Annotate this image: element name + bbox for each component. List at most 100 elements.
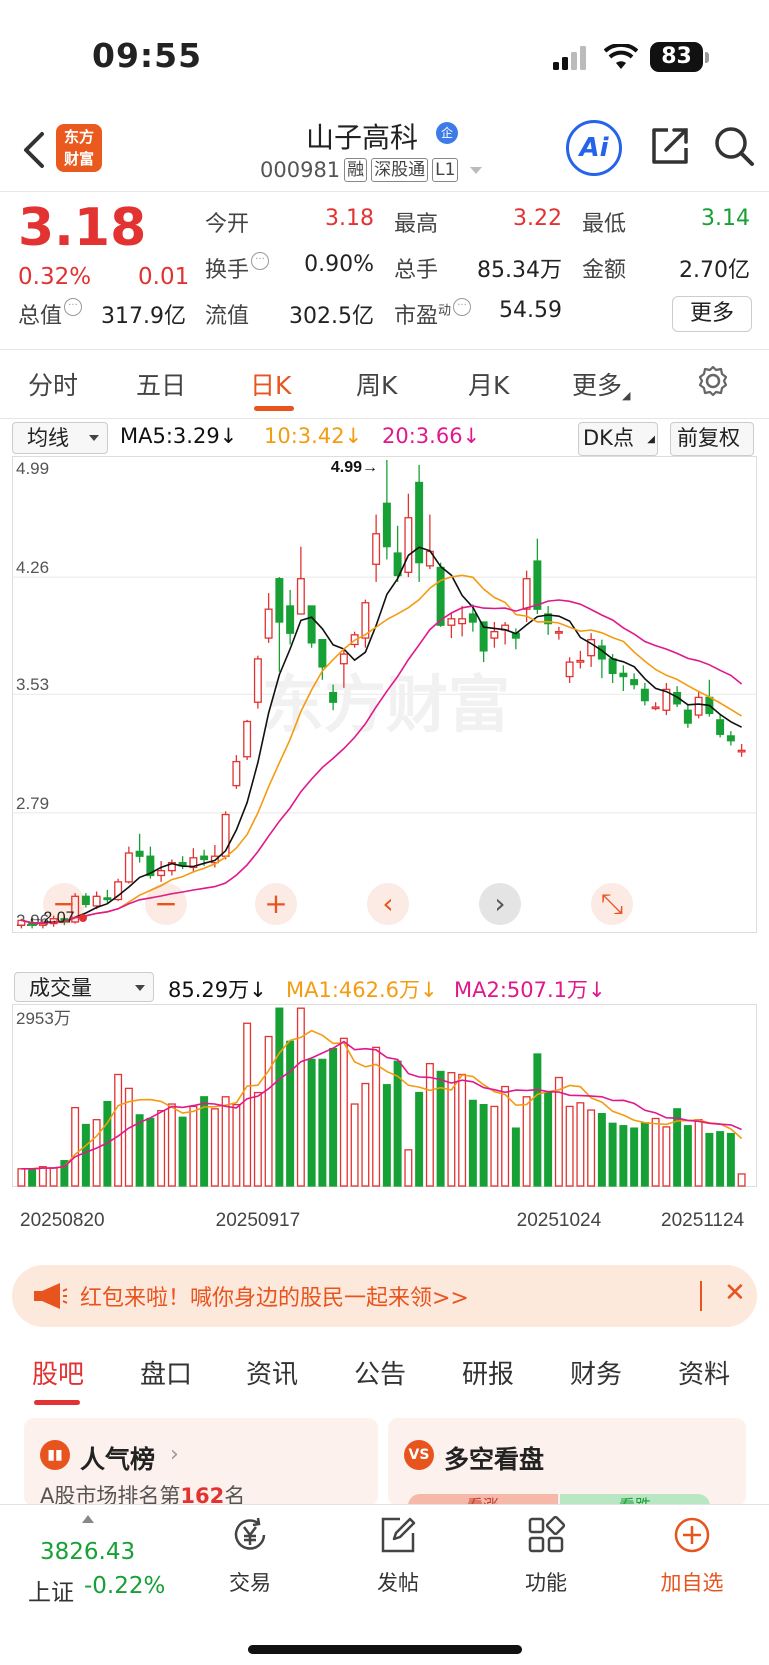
logo-line2: 财富 <box>63 150 94 168</box>
ai-button[interactable]: Ai <box>566 120 622 176</box>
low-label: 最低 <box>582 212 627 237</box>
quote-divider <box>0 349 769 350</box>
scroll-right-icon[interactable]: › <box>479 883 521 925</box>
nav-post[interactable]: 发帖 <box>348 1515 448 1597</box>
candle-body <box>318 639 327 668</box>
nav-trade[interactable]: 交易 <box>200 1515 300 1597</box>
chevron-right-icon: › <box>170 1442 179 1467</box>
volume-indicator-select[interactable]: 成交量 <box>14 972 154 1002</box>
candle-body <box>565 661 574 678</box>
candle-body <box>329 691 338 703</box>
tab-more[interactable]: 更多◢ <box>572 366 630 402</box>
grid-icon <box>528 1515 566 1553</box>
minus-icon-glyph: − <box>154 887 177 920</box>
candle-body <box>393 552 402 577</box>
cellular-signal-icon <box>553 46 586 70</box>
candle-body <box>253 658 262 703</box>
stock-code-row[interactable]: 000981 融 深股通 L1 <box>260 158 483 182</box>
bull-bear-card[interactable]: VS 多空看盘 看涨 看跌 <box>388 1418 746 1518</box>
nav-functions[interactable]: 功能 <box>496 1515 596 1597</box>
candle-body <box>200 855 209 861</box>
battery-indicator: 83 <box>650 42 703 72</box>
tab-financials[interactable]: 财务 <box>570 1360 623 1390</box>
candle-body <box>554 630 563 634</box>
eastmoney-logo[interactable]: 东方 财富 <box>56 124 102 172</box>
nav-post-label: 发帖 <box>377 1571 419 1595</box>
adjust-mode-button[interactable]: 前复权 <box>670 422 754 456</box>
candle-body <box>232 760 241 787</box>
gear-icon[interactable] <box>696 364 730 398</box>
tabs-divider <box>0 418 769 419</box>
stock-name[interactable]: 山子高科 <box>306 121 419 154</box>
volume-max-label: 2953万 <box>16 1009 71 1028</box>
tab-forum[interactable]: 股吧 <box>32 1360 85 1390</box>
index-name[interactable]: 上证 <box>28 1580 74 1606</box>
volume-bar <box>533 1053 542 1187</box>
margin-tag: 融 <box>344 158 368 182</box>
volume-chart[interactable]: 2953万 20250820 20250917 20251024 20251124 <box>12 1004 757 1238</box>
candle-body <box>490 630 499 639</box>
red-packet-banner[interactable]: 红包来啦！喊你身边的股民一起来领>> ✕ <box>12 1265 757 1327</box>
tab-daily-k[interactable]: 日K <box>250 371 292 400</box>
plus-icon-bg <box>255 883 297 925</box>
tab-monthly-k[interactable]: 月K <box>468 371 510 400</box>
volume-select-label: 成交量 <box>29 976 92 1000</box>
enterprise-badge: 企 <box>436 122 458 144</box>
info-icon[interactable]: ··· <box>251 252 270 270</box>
volume-bar <box>726 1132 735 1187</box>
candle-body <box>415 481 424 564</box>
tab-news[interactable]: 资讯 <box>246 1360 299 1390</box>
candle-body <box>275 578 284 623</box>
zoom-out-icon[interactable]: − <box>43 883 85 925</box>
info-icon[interactable]: ··· <box>453 298 472 316</box>
banner-text[interactable]: 红包来啦！喊你身边的股民一起来领>> <box>80 1286 469 1311</box>
corner-caret-icon: ◢ <box>622 389 631 402</box>
volume-bar <box>157 1110 166 1187</box>
volume-bar <box>318 1058 327 1187</box>
volume-bar <box>651 1117 660 1187</box>
dropdown-icon <box>135 985 145 991</box>
tab-weekly-k[interactable]: 周K <box>356 371 398 400</box>
back-arrow-icon[interactable] <box>20 130 46 170</box>
volume-bar <box>630 1127 639 1187</box>
volume-bar <box>253 1091 262 1187</box>
tab-announcements[interactable]: 公告 <box>354 1360 407 1390</box>
tab-order-book[interactable]: 盘口 <box>140 1360 193 1390</box>
search-icon[interactable] <box>712 124 756 168</box>
volume-bar <box>511 1127 520 1187</box>
tab-intraday[interactable]: 分时 <box>28 371 79 400</box>
tab-five-day[interactable]: 五日 <box>136 371 187 400</box>
candle-body <box>339 653 348 665</box>
indicator-select[interactable]: 均线 <box>12 422 108 454</box>
scroll-left-icon-glyph: ‹ <box>382 887 393 920</box>
info-icon[interactable]: ··· <box>64 298 83 316</box>
tab-profile[interactable]: 资料 <box>678 1360 731 1390</box>
volume-bar <box>243 1022 252 1187</box>
candle-body <box>264 608 273 639</box>
volume-bar <box>372 1046 381 1187</box>
candle-body <box>92 895 101 907</box>
fullscreen-icon[interactable]: ⤡ <box>591 883 633 925</box>
plus-icon[interactable]: + <box>255 883 297 925</box>
close-icon[interactable]: ✕ <box>724 1278 746 1308</box>
index-change[interactable]: -0.22% <box>84 1573 166 1599</box>
scroll-left-icon[interactable]: ‹ <box>367 883 409 925</box>
ma10-label: 10:3.42↓ <box>264 424 363 448</box>
content-tabs: 股吧 盘口 资讯 公告 研报 财务 资料 <box>0 1340 769 1410</box>
nav-add-watchlist[interactable]: 加自选 <box>642 1515 742 1597</box>
candle-body <box>189 857 198 869</box>
volume-bar <box>232 1103 241 1187</box>
watermark-logo: 东方财富 <box>262 668 510 741</box>
minus-icon[interactable]: − <box>145 883 187 925</box>
dk-point-button[interactable]: DK点 ◢ <box>578 422 658 456</box>
x-tick-label: 20250820 <box>20 1210 105 1231</box>
volume-bar <box>490 1105 499 1187</box>
share-icon[interactable] <box>648 124 692 168</box>
status-time: 09:55 <box>92 36 203 75</box>
index-value[interactable]: 3826.43 <box>40 1539 136 1565</box>
tab-research[interactable]: 研报 <box>462 1360 515 1390</box>
nav-functions-label: 功能 <box>525 1571 567 1595</box>
popularity-card[interactable]: ▮▮ 人气榜 › A股市场排名第162名 <box>24 1418 378 1508</box>
more-quote-button[interactable]: 更多 <box>672 296 752 332</box>
